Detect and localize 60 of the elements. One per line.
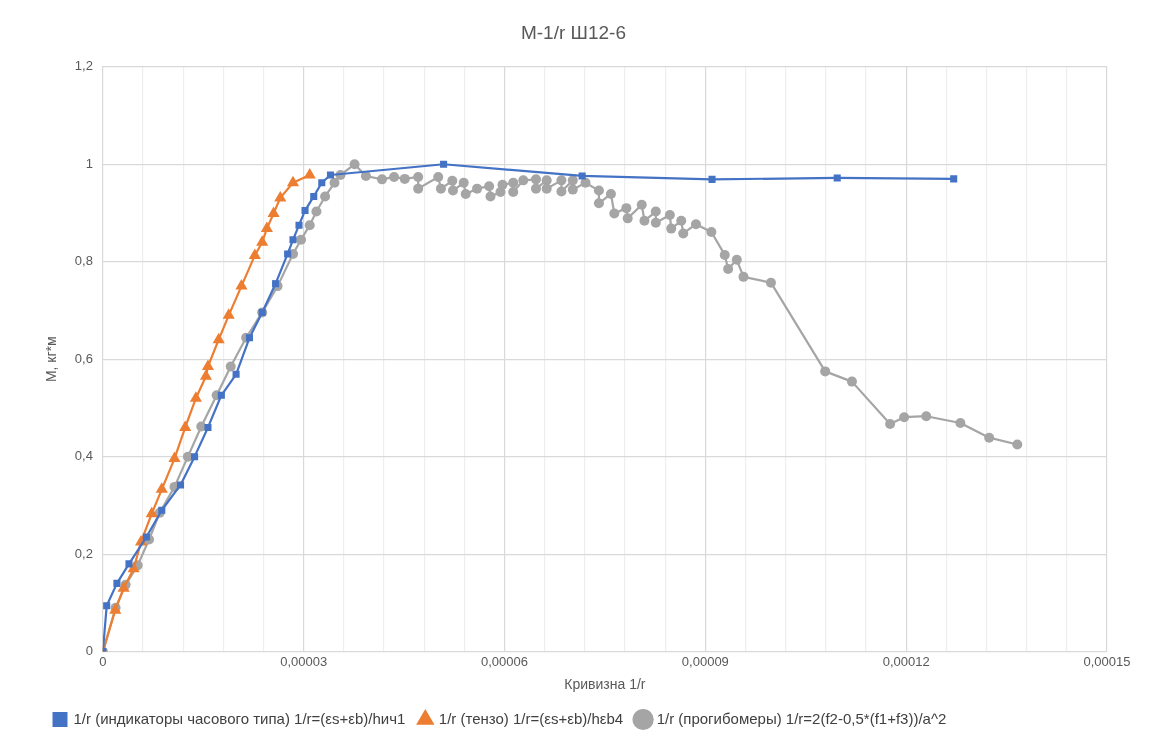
point <box>191 453 199 461</box>
y-tick-label: 1 <box>85 155 93 171</box>
y-tick-label: 0,8 <box>74 253 93 269</box>
x-tick-label: 0,00012 <box>882 653 930 669</box>
y-tick-label: 0,6 <box>74 350 93 366</box>
x-tick-label: 0,00003 <box>280 653 328 669</box>
point <box>199 369 213 380</box>
legend-label: 1/r (тензо) 1/r=(εs+εb)/hεb4 <box>438 709 624 727</box>
point <box>260 221 273 233</box>
chart-title: M-1/r Ш12-6 <box>520 21 627 43</box>
x-tick-label: 0,00006 <box>481 653 529 669</box>
point <box>142 533 150 541</box>
point <box>708 175 716 183</box>
x-axis-title: Кривизна 1/r <box>564 676 646 693</box>
point <box>310 192 318 200</box>
point <box>286 175 300 187</box>
point <box>189 391 202 402</box>
point <box>103 602 111 610</box>
legend-label: 1/r (прогибомеры) 1/r=2(f2-0,5*(f1+f3))/a^2 <box>656 709 947 727</box>
point <box>289 236 297 244</box>
point <box>232 370 240 378</box>
point <box>235 279 248 290</box>
point <box>272 280 280 288</box>
point <box>217 391 225 399</box>
point <box>326 171 335 179</box>
point <box>303 167 316 179</box>
point <box>274 190 287 202</box>
point <box>113 579 121 587</box>
y-axis-title: M, кг*м <box>43 336 60 383</box>
point <box>222 308 235 319</box>
point <box>168 451 181 463</box>
point <box>145 506 158 518</box>
point <box>201 359 215 371</box>
x-tick-label: 0 <box>99 653 107 669</box>
x-tick-label: 0,00015 <box>1083 653 1131 669</box>
y-tick-label: 0,4 <box>74 448 93 464</box>
point <box>284 250 292 258</box>
point <box>155 482 168 493</box>
y-tick-label: 0 <box>85 643 93 659</box>
point <box>245 334 254 342</box>
point <box>256 235 269 246</box>
y-tick-label: 0,2 <box>74 545 93 561</box>
point <box>950 175 958 183</box>
point <box>125 560 133 568</box>
point <box>158 506 166 514</box>
point <box>248 248 261 259</box>
x-tick-label: 0,00009 <box>681 653 729 669</box>
point <box>295 221 303 229</box>
y-tick-label: 1,2 <box>74 58 93 74</box>
point <box>578 172 586 180</box>
point <box>212 332 225 344</box>
point <box>440 160 448 168</box>
point <box>318 179 326 187</box>
point <box>301 207 309 215</box>
point <box>204 423 212 431</box>
point <box>179 420 192 431</box>
point <box>833 174 841 182</box>
legend-label: 1/r (индикаторы часового типа) 1/r=(εs+εb)/hич1 <box>73 709 406 727</box>
point <box>176 481 185 489</box>
point <box>267 206 280 217</box>
